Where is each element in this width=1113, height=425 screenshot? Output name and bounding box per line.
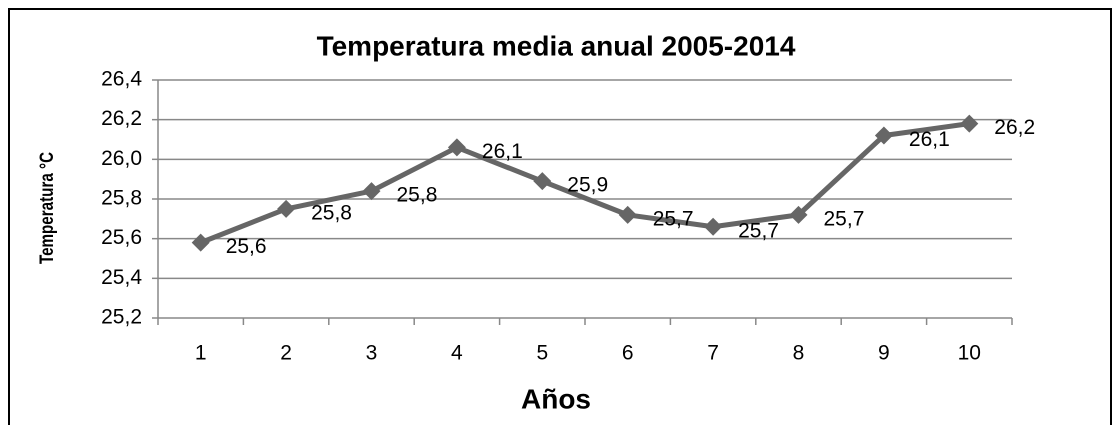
y-tick-label: 25,2 [101, 306, 142, 329]
x-tick-label: 9 [878, 342, 890, 365]
data-label: 25,9 [567, 174, 608, 197]
data-label: 26,2 [994, 116, 1035, 139]
marker [874, 126, 893, 145]
x-tick-label: 5 [536, 342, 548, 365]
y-tick-label: 26,0 [101, 147, 142, 170]
y-tick-label: 26,2 [101, 107, 142, 130]
data-label: 26,1 [909, 128, 950, 151]
data-label: 25,8 [397, 184, 438, 207]
data-line [199, 121, 970, 245]
y-axis-label: Temperatura °C [35, 152, 57, 264]
x-tick-label: 3 [366, 342, 378, 365]
marker [533, 172, 552, 191]
x-tick-label: 8 [793, 342, 805, 365]
y-tick-label: 25,4 [101, 266, 142, 289]
x-axis-label: Años [521, 383, 591, 414]
y-tick-label: 25,8 [101, 187, 142, 210]
chart-frame [8, 8, 1112, 425]
x-tick-label: 2 [280, 342, 292, 365]
x-tick-label: 10 [958, 342, 981, 365]
marker [618, 205, 637, 224]
y-tick-label: 25,6 [101, 226, 142, 249]
chart-title: Temperatura media anual 2005-2014 [317, 30, 796, 61]
data-label: 25,6 [226, 235, 267, 258]
x-tick-label: 4 [451, 342, 463, 365]
marker [704, 217, 723, 236]
y-tick-label: 26,4 [101, 68, 142, 91]
marker [447, 138, 466, 157]
data-label: 25,7 [738, 219, 779, 242]
x-tick-label: 1 [195, 342, 207, 365]
x-tick-label: 6 [622, 342, 634, 365]
marker [277, 199, 296, 218]
data-label: 25,7 [653, 207, 694, 230]
marker [362, 182, 381, 201]
marker [789, 205, 808, 224]
data-label: 26,1 [482, 140, 523, 163]
x-tick-label: 7 [707, 342, 719, 365]
marker [191, 233, 210, 252]
data-label: 25,8 [311, 201, 352, 224]
data-label: 25,7 [824, 207, 865, 230]
marker [960, 114, 979, 133]
